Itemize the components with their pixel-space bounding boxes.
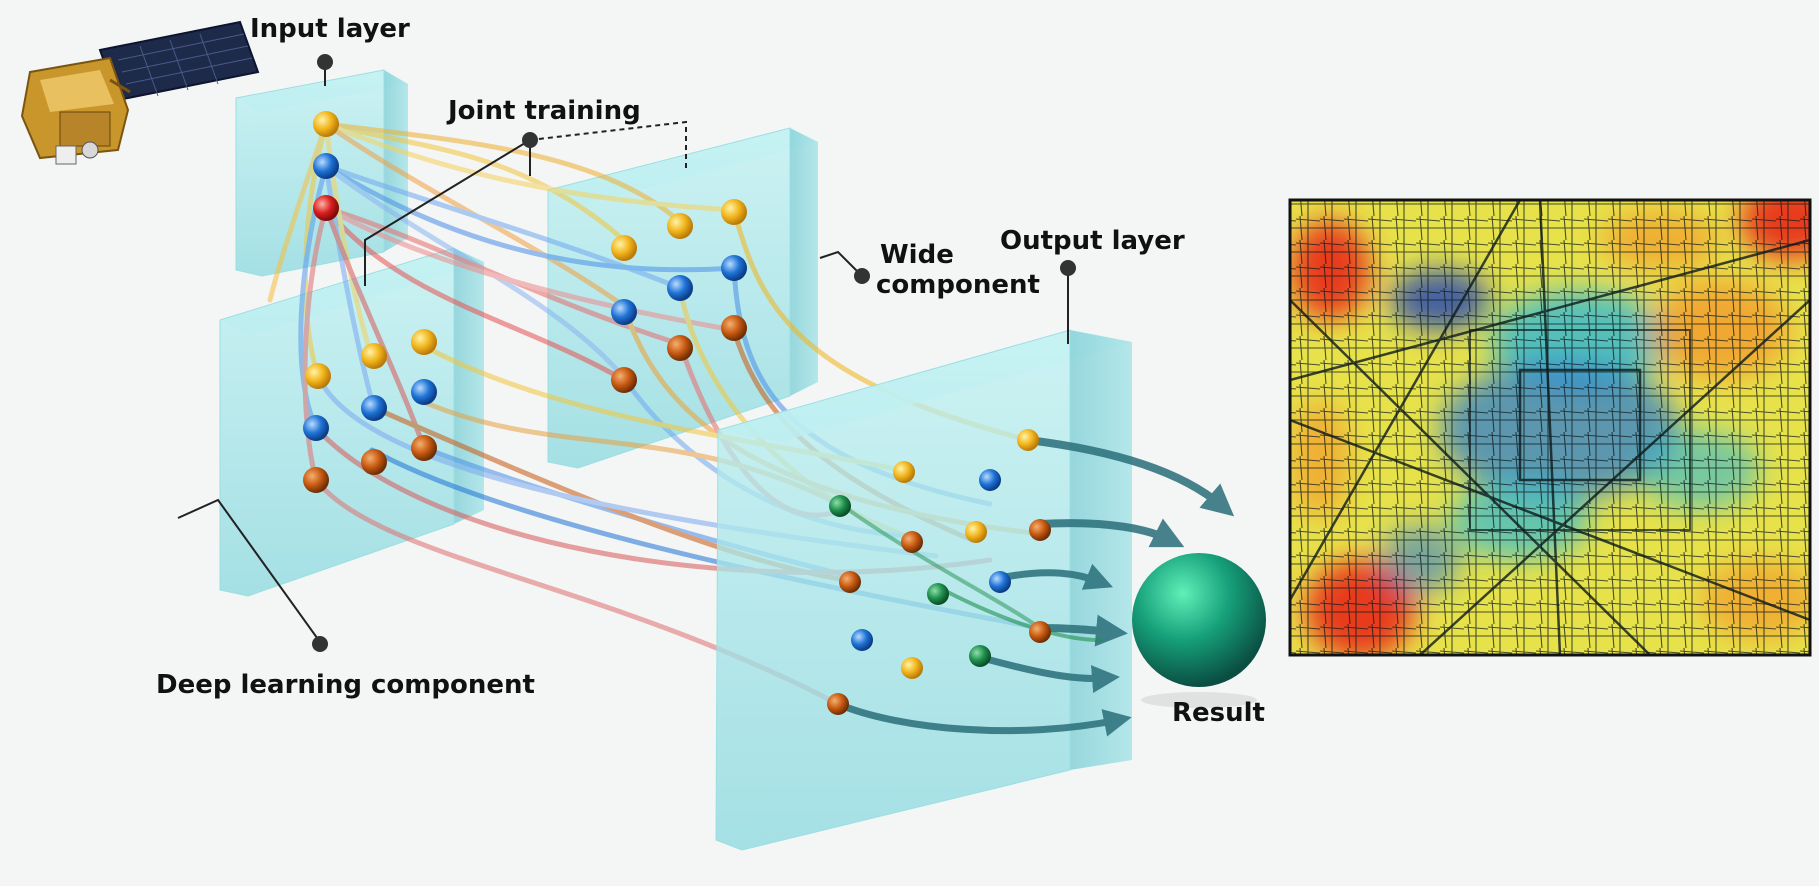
deep-node — [303, 415, 329, 441]
output-node — [839, 571, 861, 593]
deep-nodes — [303, 329, 437, 493]
output-node — [829, 495, 851, 517]
wide-node — [667, 335, 693, 361]
output-node — [965, 521, 987, 543]
deep-learning-component-label: Deep learning component — [156, 670, 535, 700]
wide-component-label: Wide component — [876, 240, 1040, 300]
output-node — [851, 629, 873, 651]
input-node — [313, 195, 339, 221]
wide-component-label-line2: component — [876, 270, 1040, 300]
output-node — [827, 693, 849, 715]
satellite-icon — [20, 20, 260, 165]
input-layer-label: Input layer — [250, 14, 410, 44]
output-node — [901, 657, 923, 679]
wide-node — [611, 367, 637, 393]
wide-node — [611, 235, 637, 261]
wide-nodes — [611, 199, 747, 393]
leader-dots — [312, 54, 1076, 652]
deep-node — [303, 467, 329, 493]
output-node — [1029, 519, 1051, 541]
output-node — [901, 531, 923, 553]
deep-node — [411, 435, 437, 461]
output-node — [969, 645, 991, 667]
wide-node — [721, 255, 747, 281]
output-layer-label: Output layer — [1000, 226, 1185, 256]
wide-node — [721, 199, 747, 225]
wide-component-label-line1: Wide — [880, 240, 954, 270]
wide-node — [667, 213, 693, 239]
heat-map-image — [1290, 200, 1810, 655]
deep-learning-panel — [219, 247, 484, 597]
wide-node — [721, 315, 747, 341]
wide-node — [667, 275, 693, 301]
deep-node — [361, 343, 387, 369]
output-node — [979, 469, 1001, 491]
output-node — [1029, 621, 1051, 643]
output-node — [927, 583, 949, 605]
input-nodes — [313, 111, 339, 221]
result-label: Result — [1172, 698, 1265, 728]
result-sphere-icon — [1132, 553, 1266, 708]
deep-node — [411, 379, 437, 405]
output-node — [1017, 429, 1039, 451]
deep-node — [361, 395, 387, 421]
input-node — [313, 111, 339, 137]
deep-node — [411, 329, 437, 355]
input-node — [313, 153, 339, 179]
output-node — [893, 461, 915, 483]
output-node — [989, 571, 1011, 593]
wide-node — [611, 299, 637, 325]
heat-map-frame — [1288, 198, 1812, 657]
deep-node — [361, 449, 387, 475]
output-layer-panel — [715, 329, 1132, 851]
joint-training-label: Joint training — [448, 96, 641, 126]
deep-node — [305, 363, 331, 389]
output-nodes — [827, 429, 1051, 715]
